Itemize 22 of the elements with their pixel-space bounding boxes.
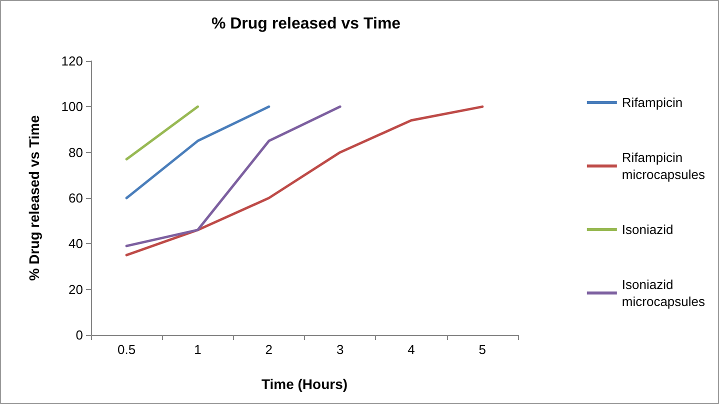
legend-label: Isoniazid <box>622 222 674 237</box>
line-series <box>125 105 342 248</box>
y-axis-title: % Drug released vs Time <box>26 115 42 281</box>
y-tick-label: 20 <box>68 282 83 297</box>
line-series <box>125 105 484 256</box>
x-tick-label: 3 <box>336 342 344 357</box>
legend-label: Isoniazid microcapsules <box>622 277 706 309</box>
y-tick-label: 60 <box>68 190 83 206</box>
y-tick-label: 100 <box>61 99 83 114</box>
x-tick-label: 5 <box>478 342 486 357</box>
x-tick-label: 0.5 <box>118 342 136 357</box>
x-tick-label: 2 <box>265 342 273 357</box>
y-tick-label: 80 <box>68 144 83 160</box>
legend-label: Rifampicin <box>622 95 683 110</box>
chart-title: % Drug released vs Time <box>211 16 401 32</box>
y-tick-label: 0 <box>76 328 83 342</box>
x-tick-label: 4 <box>408 342 415 357</box>
legend-label: Rifampicin microcapsules <box>622 150 706 182</box>
y-tick-label: 120 <box>61 54 83 68</box>
x-tick-label: 1 <box>194 342 202 357</box>
x-axis-title: Time (Hours) <box>261 376 348 392</box>
y-tick-label: 40 <box>68 236 83 252</box>
